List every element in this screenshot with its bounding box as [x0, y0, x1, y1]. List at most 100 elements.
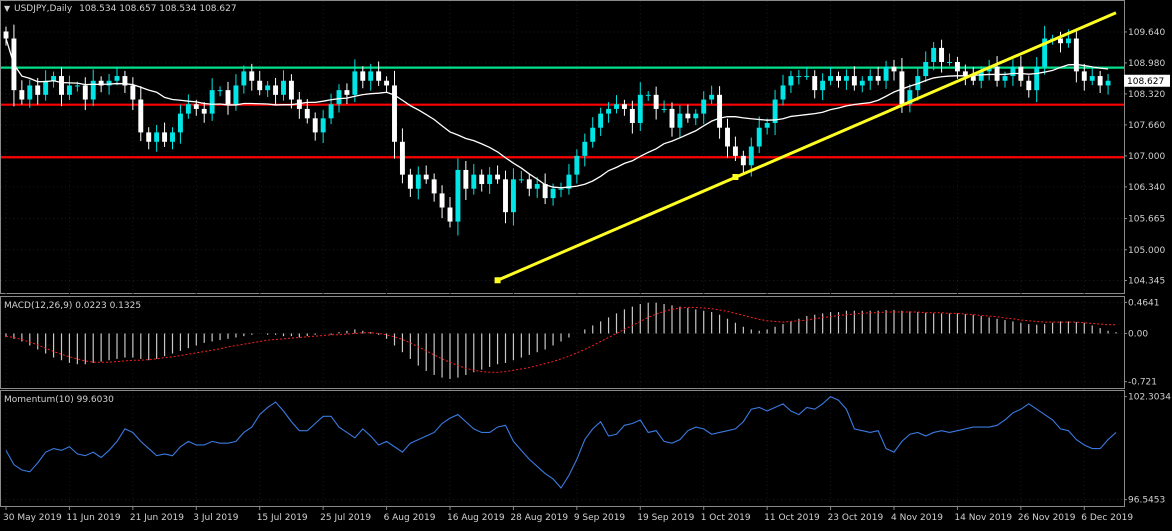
x-tick-label: 21 Jun 2019: [130, 513, 184, 523]
candle-body: [828, 76, 834, 81]
candle-body: [1089, 76, 1095, 81]
candle-body: [209, 90, 215, 114]
x-tick-label: 19 Sep 2019: [637, 513, 694, 523]
momentum-panel-frame: [0, 390, 1125, 507]
candle-body: [384, 80, 390, 86]
macd-signal-line: [5, 306, 1116, 373]
candle-body: [939, 47, 945, 62]
candle-body: [1058, 38, 1063, 44]
y-tick-label: 105.665: [1128, 215, 1165, 225]
x-tick-label: 28 Aug 2019: [510, 513, 568, 523]
candle-body: [193, 104, 199, 109]
candle-body: [288, 80, 294, 100]
y-tick-label: 96.5453: [1128, 496, 1165, 506]
candle-body: [804, 76, 810, 78]
candle-body: [59, 76, 64, 95]
candle-body: [812, 76, 818, 91]
candle-body: [360, 71, 366, 81]
candle-body: [479, 174, 485, 185]
momentum-title: Momentum(10) 99.6030: [4, 395, 114, 405]
symbol-label: USDJPY,Daily 108.534 108.657 108.534 108…: [14, 4, 237, 14]
candle-body: [566, 174, 572, 189]
candle-body: [74, 85, 80, 87]
ohlc-text: 108.534 108.657 108.534 108.627: [79, 4, 236, 14]
candle-body: [43, 80, 49, 95]
trendline[interactable]: [494, 11, 1117, 284]
candle-body: [27, 85, 33, 100]
candle-body: [82, 85, 88, 100]
candle-body: [907, 90, 913, 105]
candle-body: [225, 90, 231, 105]
candle-body: [875, 76, 881, 81]
symbol-text: USDJPY,Daily: [14, 4, 73, 14]
candle-body: [970, 76, 976, 81]
candle-body: [606, 108, 612, 114]
candle-body: [471, 174, 477, 189]
x-tick-label: 15 Jul 2019: [257, 513, 308, 523]
trendline-segment: [496, 11, 1117, 282]
candle-body: [899, 71, 905, 105]
candle-body: [614, 104, 619, 109]
candle-body: [296, 99, 302, 109]
candle-body: [590, 127, 596, 142]
x-tick-label: 4 Nov 2019: [891, 513, 943, 523]
moving-average-line: [5, 38, 1109, 189]
candle-body: [257, 80, 263, 91]
candle-body: [106, 80, 112, 86]
candle-body: [344, 90, 350, 95]
candle-body: [487, 174, 493, 185]
candle-body: [336, 90, 342, 105]
candle-body: [701, 99, 707, 114]
candle-body: [170, 132, 175, 142]
y-tick-label: 0.00: [1128, 329, 1148, 339]
x-tick-label: 26 Nov 2019: [1018, 513, 1076, 523]
candle-body: [669, 108, 675, 128]
candle-body: [709, 94, 715, 100]
candle-body: [1042, 38, 1048, 67]
candle-body: [748, 146, 754, 166]
candle-body: [177, 113, 183, 133]
price-panel-frame: [0, 0, 1125, 294]
candle-body: [114, 76, 120, 81]
candle-body: [1105, 80, 1111, 86]
candle-body: [495, 174, 501, 180]
candle-body: [796, 76, 802, 78]
candle-body: [51, 76, 57, 81]
candle-body: [883, 66, 889, 81]
candle-body: [629, 108, 635, 124]
candle-body: [653, 94, 659, 109]
candle-body: [788, 76, 794, 86]
candle-body: [217, 90, 223, 92]
candle-body: [962, 71, 968, 77]
axes: 109.640 108.980 108.320 107.660 107.000 106.3…: [3, 28, 1171, 523]
candle-body: [320, 118, 326, 133]
candle-body: [265, 85, 271, 91]
candle-body: [637, 94, 643, 124]
candle-body: [281, 80, 286, 95]
candle-body: [185, 104, 191, 114]
candle-body: [526, 179, 532, 189]
y-tick-label: 107.660: [1128, 121, 1165, 131]
x-tick-label: 30 May 2019: [3, 513, 62, 523]
y-tick-label: 102.3034: [1128, 393, 1171, 403]
candle-body: [455, 169, 461, 222]
candle-body: [328, 104, 334, 119]
candle-body: [947, 61, 952, 63]
moving-average: [5, 38, 1109, 189]
candle-body: [558, 188, 564, 190]
candle-body: [130, 85, 136, 100]
candle-body: [645, 94, 651, 96]
candle-body: [431, 179, 437, 194]
candle-body: [661, 108, 667, 110]
candle-body: [1097, 76, 1103, 86]
candle-body: [1026, 80, 1032, 91]
x-tick-label: 14 Nov 2019: [954, 513, 1012, 523]
candle-body: [764, 123, 770, 128]
candle-body: [138, 99, 144, 133]
x-tick-label: 23 Oct 2019: [828, 513, 884, 523]
trendline-handle: [732, 173, 739, 180]
x-tick-label: 11 Oct 2019: [764, 513, 820, 523]
y-tick-label: 108.980: [1128, 59, 1165, 69]
